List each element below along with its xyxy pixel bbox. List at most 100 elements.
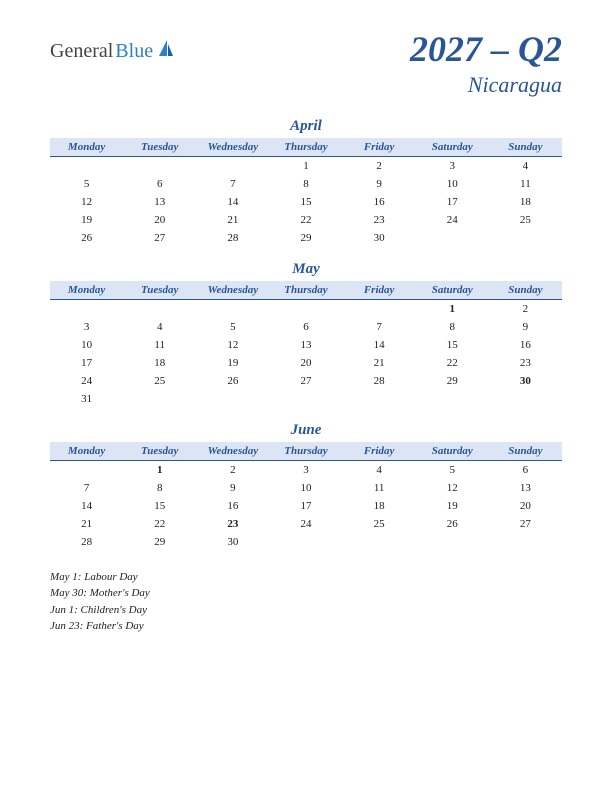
calendar-cell: 9 xyxy=(196,479,269,497)
calendar-cell: 4 xyxy=(123,318,196,336)
logo-text-blue: Blue xyxy=(115,40,153,63)
calendar-cell: 30 xyxy=(196,533,269,551)
calendar-cell: 26 xyxy=(416,515,489,533)
calendar-row: 123456 xyxy=(50,460,562,479)
month-block: MayMondayTuesdayWednesdayThursdayFridayS… xyxy=(50,261,562,408)
page-title: 2027 – Q2 xyxy=(410,30,562,70)
calendar-cell xyxy=(123,156,196,175)
calendar-cell: 3 xyxy=(416,156,489,175)
month-block: AprilMondayTuesdayWednesdayThursdayFrida… xyxy=(50,118,562,247)
calendar-cell: 1 xyxy=(416,299,489,318)
month-name: April xyxy=(50,118,562,135)
calendar-row: 17181920212223 xyxy=(50,354,562,372)
calendar-cell: 23 xyxy=(489,354,562,372)
calendar-cell: 14 xyxy=(50,497,123,515)
calendar-row: 1234 xyxy=(50,156,562,175)
day-header: Tuesday xyxy=(123,138,196,157)
calendar-row: 14151617181920 xyxy=(50,497,562,515)
calendar-cell: 18 xyxy=(123,354,196,372)
calendar-cell: 24 xyxy=(269,515,342,533)
calendar-cell xyxy=(269,533,342,551)
calendar-cell: 11 xyxy=(123,336,196,354)
calendar-cell: 27 xyxy=(489,515,562,533)
calendar-cell: 8 xyxy=(269,175,342,193)
calendar-cell: 10 xyxy=(416,175,489,193)
calendar-cell xyxy=(489,533,562,551)
calendar-cell: 25 xyxy=(489,211,562,229)
calendar-row: 567891011 xyxy=(50,175,562,193)
calendar-cell xyxy=(343,533,416,551)
calendar-cell: 25 xyxy=(343,515,416,533)
calendar-cell: 2 xyxy=(489,299,562,318)
calendar-cell: 29 xyxy=(123,533,196,551)
calendar-cell: 11 xyxy=(489,175,562,193)
calendar-cell xyxy=(123,299,196,318)
calendar-cell: 15 xyxy=(416,336,489,354)
calendar-cell: 5 xyxy=(196,318,269,336)
page-subtitle: Nicaragua xyxy=(410,72,562,98)
day-header: Friday xyxy=(343,442,416,461)
calendar-cell: 20 xyxy=(269,354,342,372)
calendar-cell: 1 xyxy=(123,460,196,479)
calendar-row: 282930 xyxy=(50,533,562,551)
calendar-cell: 22 xyxy=(269,211,342,229)
day-header: Saturday xyxy=(416,442,489,461)
logo-text-general: General xyxy=(50,40,113,63)
calendar-cell: 29 xyxy=(416,372,489,390)
calendar-cell: 19 xyxy=(416,497,489,515)
day-header: Monday xyxy=(50,138,123,157)
calendar-cell: 24 xyxy=(50,372,123,390)
day-header: Thursday xyxy=(269,138,342,157)
calendar-cell: 3 xyxy=(50,318,123,336)
calendar-cell: 16 xyxy=(196,497,269,515)
holidays-list: May 1: Labour DayMay 30: Mother's DayJun… xyxy=(50,569,562,635)
calendar-cell: 30 xyxy=(343,229,416,247)
title-block: 2027 – Q2 Nicaragua xyxy=(410,30,562,98)
calendar-cell: 28 xyxy=(343,372,416,390)
calendar-cell xyxy=(416,390,489,408)
calendar-cell xyxy=(196,156,269,175)
calendar-cell: 21 xyxy=(50,515,123,533)
calendar-cell: 12 xyxy=(416,479,489,497)
calendar-cell: 14 xyxy=(343,336,416,354)
calendar-cell xyxy=(50,460,123,479)
calendar-cell xyxy=(196,299,269,318)
logo: GeneralBlue xyxy=(50,38,175,64)
calendar-cell xyxy=(416,229,489,247)
calendars-container: AprilMondayTuesdayWednesdayThursdayFrida… xyxy=(50,118,562,551)
day-header: Saturday xyxy=(416,138,489,157)
day-header: Friday xyxy=(343,138,416,157)
calendar-row: 12131415161718 xyxy=(50,193,562,211)
calendar-cell: 14 xyxy=(196,193,269,211)
holiday-entry: Jun 23: Father's Day xyxy=(50,618,562,635)
calendar-cell xyxy=(343,299,416,318)
calendar-cell xyxy=(196,390,269,408)
calendar-cell xyxy=(489,390,562,408)
day-header: Tuesday xyxy=(123,442,196,461)
calendar-cell: 16 xyxy=(343,193,416,211)
calendar-cell: 3 xyxy=(269,460,342,479)
calendar-cell: 15 xyxy=(123,497,196,515)
calendar-cell: 12 xyxy=(50,193,123,211)
day-header: Monday xyxy=(50,442,123,461)
calendar-cell xyxy=(50,299,123,318)
calendar-cell: 19 xyxy=(50,211,123,229)
calendar-cell: 2 xyxy=(196,460,269,479)
calendar-cell: 17 xyxy=(269,497,342,515)
month-name: May xyxy=(50,261,562,278)
calendar-cell: 2 xyxy=(343,156,416,175)
calendar-cell: 22 xyxy=(416,354,489,372)
calendar-cell: 13 xyxy=(123,193,196,211)
calendar-cell: 8 xyxy=(123,479,196,497)
calendar-cell: 19 xyxy=(196,354,269,372)
calendar-cell: 4 xyxy=(343,460,416,479)
calendar-cell: 21 xyxy=(196,211,269,229)
calendar-cell xyxy=(269,390,342,408)
logo-sail-icon xyxy=(157,38,175,64)
calendar-cell: 11 xyxy=(343,479,416,497)
calendar-cell: 1 xyxy=(269,156,342,175)
header: GeneralBlue 2027 – Q2 Nicaragua xyxy=(50,30,562,98)
holiday-entry: Jun 1: Children's Day xyxy=(50,602,562,619)
calendar-cell: 29 xyxy=(269,229,342,247)
calendar-row: 78910111213 xyxy=(50,479,562,497)
